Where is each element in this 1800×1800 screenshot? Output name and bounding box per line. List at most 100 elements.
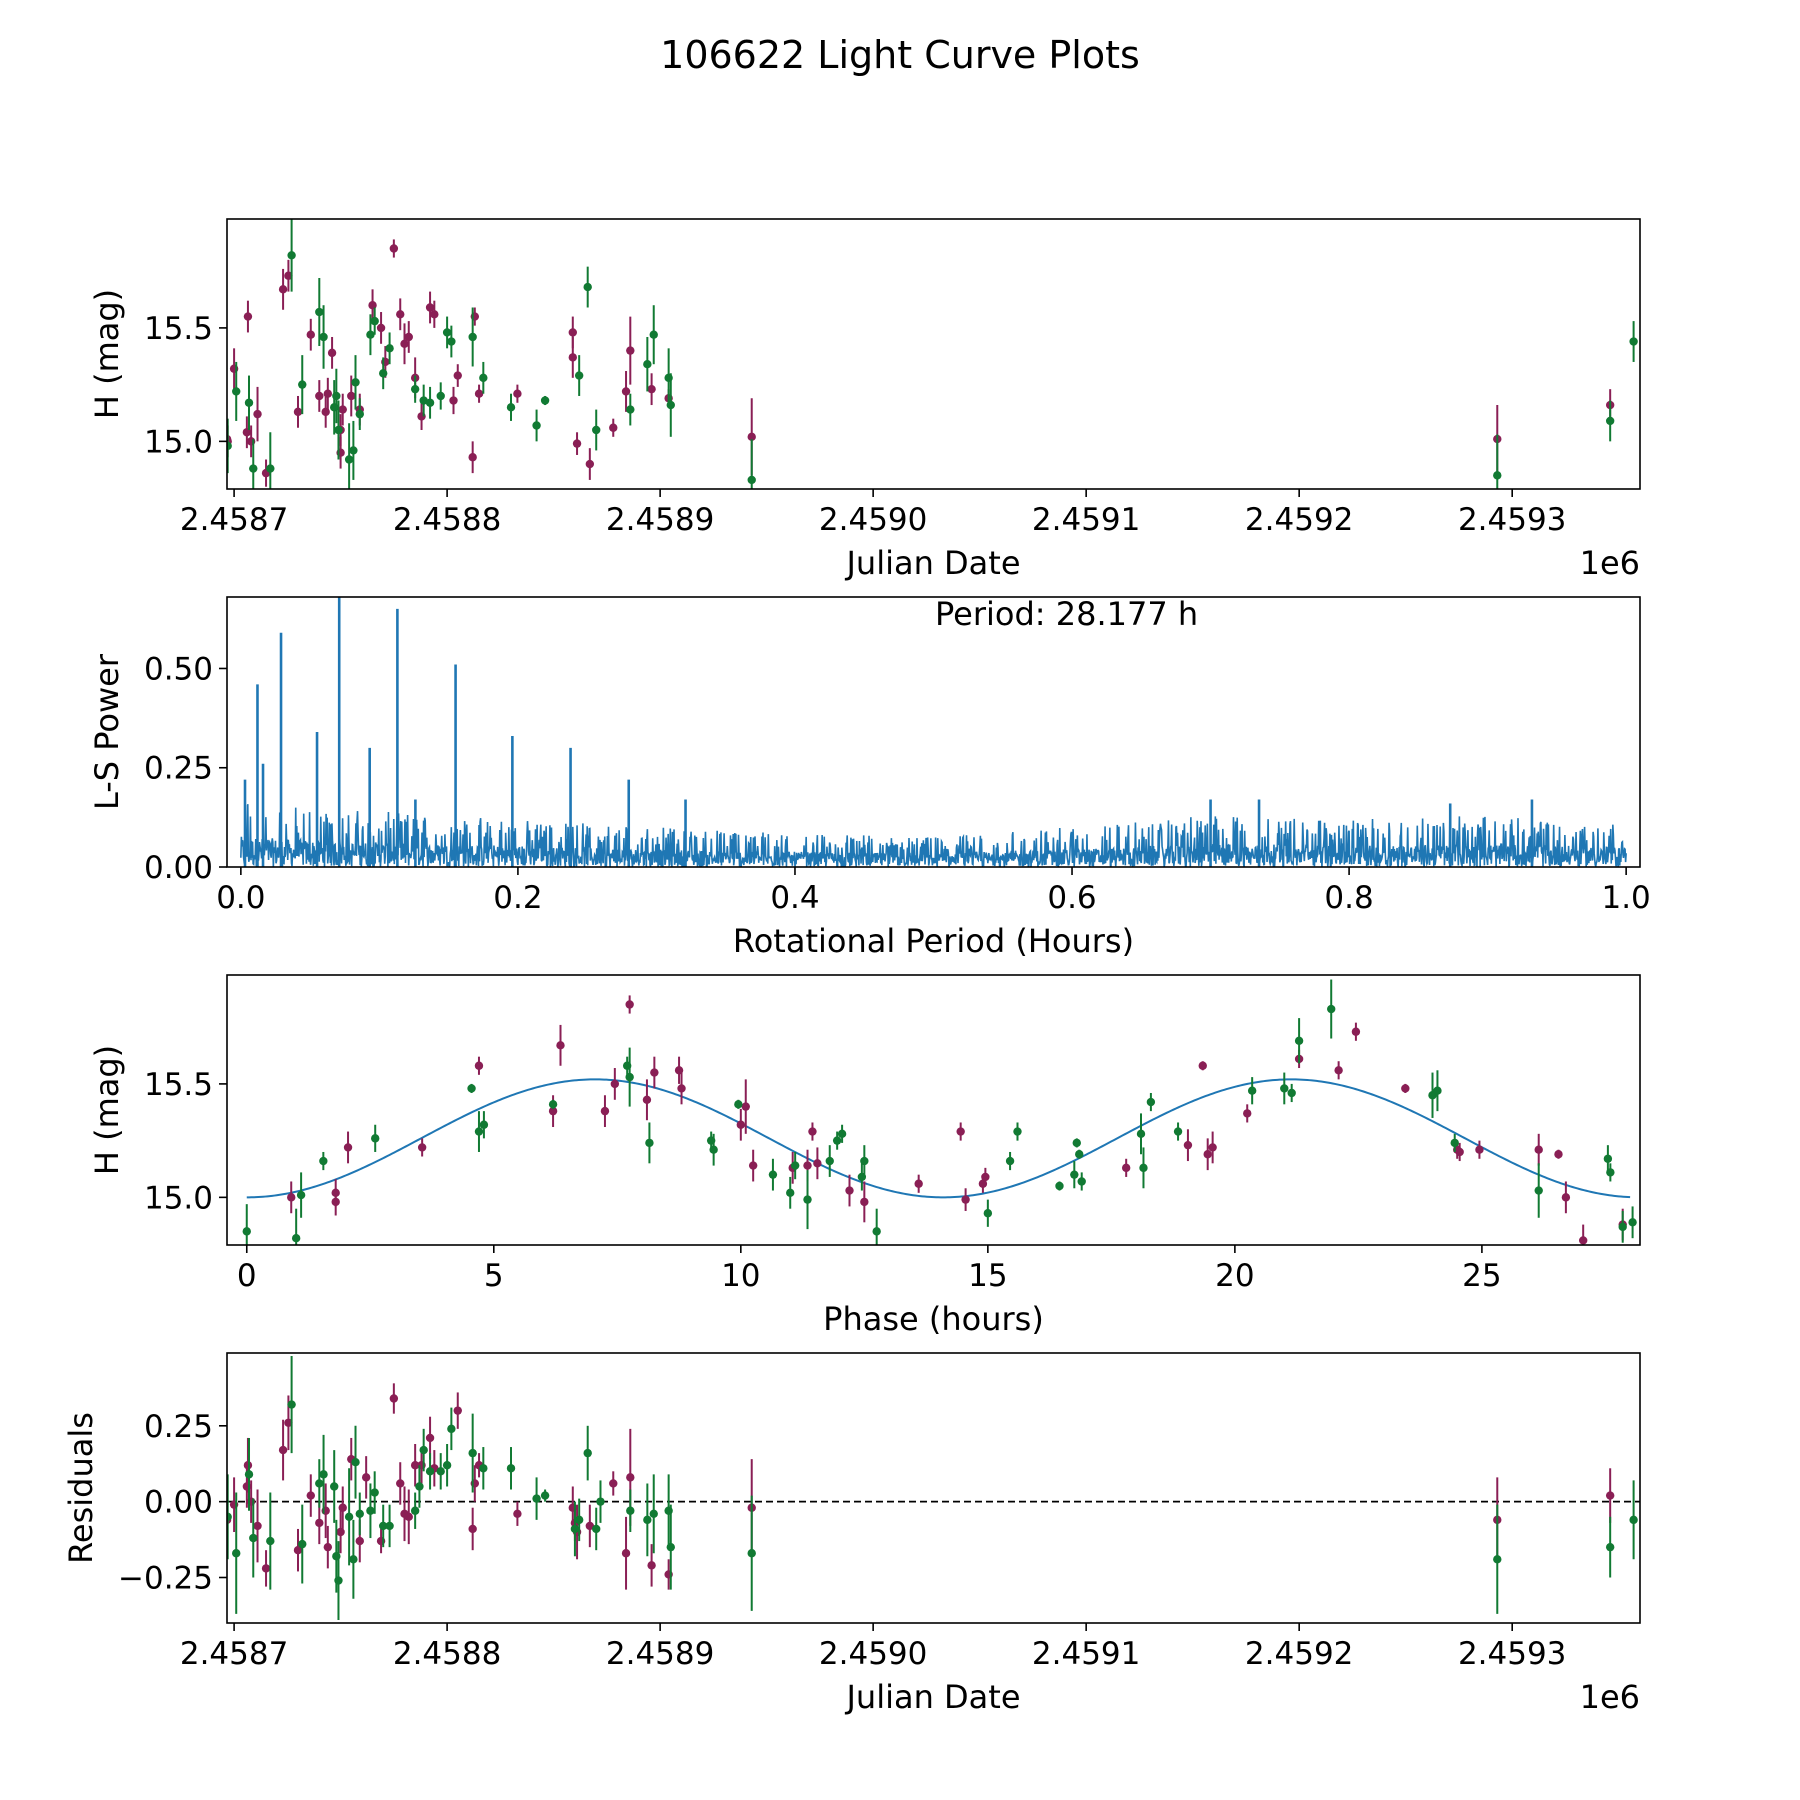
phased-light-curve-axes-frame [226,974,1641,1246]
green-data-point [319,332,328,342]
y-axis-label: H (mag) [88,1045,126,1175]
green-data-point [1605,416,1615,426]
magenta-data-point [1455,1147,1464,1157]
magenta-data-point [1198,1061,1207,1070]
magenta-data-point [741,1102,750,1111]
light-curve-axes-frame [226,218,1641,490]
magenta-data-point [610,1079,620,1089]
green-data-point [266,464,275,473]
green-data-point [1077,1177,1086,1186]
green-data-point [1075,1150,1084,1159]
magenta-data-point [331,1188,340,1198]
green-data-point [1629,337,1638,346]
y-tick-label: 0.00 [144,850,213,886]
green-data-point [415,1482,424,1491]
magenta-data-point [468,453,477,462]
x-tick-label: 2.4588 [393,502,501,538]
x-tick-label: 15 [968,1258,1007,1294]
green-data-point [385,1521,394,1531]
x-tick-label: 2.4589 [606,502,714,538]
green-data-point [1493,1555,1502,1564]
magenta-data-point [468,1524,477,1534]
green-data-point [425,1467,435,1476]
x-tick-label: 20 [1215,1258,1254,1294]
green-data-point [232,387,241,396]
green-data-point [532,1494,541,1503]
green-data-point [837,1129,847,1139]
y-tick-label: 15.5 [144,1067,213,1103]
magenta-data-point [389,1394,399,1403]
magenta-data-point [1203,1150,1212,1159]
green-data-point [447,1424,456,1434]
magenta-data-point [1401,1084,1410,1093]
green-data-point [532,421,541,430]
green-data-point [227,1512,232,1522]
magenta-data-point [323,1542,333,1552]
magenta-data-point [1334,1066,1343,1075]
green-data-point [1629,1515,1638,1525]
green-data-point [379,1521,388,1531]
residuals-panel: 2.4587 2.4588 2.4589 2.4590 2.4591 2.4592 2.45… [62,1352,1641,1716]
green-data-point [626,1506,635,1515]
green-data-point [596,1497,605,1506]
periodogram-panel: Period: 28.177 h 0.0 0.2 0.4 0.6 0.8 1.0 0.00 0.… [88,595,1651,960]
green-data-point [1055,1181,1064,1191]
green-data-point [479,1464,488,1473]
green-data-point [1618,1222,1627,1232]
green-data-point [355,409,364,419]
residuals-axes-frame [226,1352,1641,1624]
x-tick-label: 2.4590 [819,502,927,538]
green-data-point [419,396,428,405]
magenta-data-point [243,312,253,321]
magenta-data-point [1578,1236,1588,1245]
magenta-data-point [389,244,399,253]
green-data-point [583,1448,592,1458]
green-data-point [351,1458,360,1467]
magenta-data-point [747,432,756,442]
green-data-point [1287,1088,1296,1098]
green-data-point [1327,1004,1336,1014]
magenta-data-point [343,1143,353,1152]
magenta-data-point [1475,1145,1484,1154]
y-tick-label: 15.0 [144,424,213,460]
magenta-data-point [1208,1143,1217,1152]
green-data-point [385,344,394,353]
magenta-data-point [321,407,330,417]
green-data-point [747,475,756,485]
green-data-point [249,1533,258,1543]
magenta-data-point [650,1068,659,1077]
green-data-point [1606,1168,1615,1177]
magenta-data-point [647,1561,656,1570]
magenta-data-point [425,1433,435,1443]
green-data-point [436,1467,445,1476]
magenta-data-point [548,1106,558,1116]
y-tick-label: 0.00 [144,1485,213,1521]
x-tick-label: 2.4587 [180,502,288,538]
magenta-data-point [242,428,252,437]
green-data-point [351,378,360,387]
green-data-point [570,1524,580,1534]
green-data-point [266,1536,275,1546]
magenta-data-point [961,1195,970,1204]
magenta-data-point [808,1127,817,1136]
green-data-point [1628,1218,1637,1227]
green-data-point [366,330,375,339]
green-data-point [1450,1138,1459,1148]
green-data-point [734,1100,743,1109]
green-data-point [540,1491,550,1500]
y-axis-label: L-S Power [88,653,126,810]
magenta-data-point [253,1521,262,1531]
magenta-data-point [396,310,405,319]
magenta-data-point [315,1518,324,1528]
y-tick-label: 0.25 [144,751,213,787]
magenta-data-point [572,439,582,448]
magenta-data-point [568,353,577,362]
green-data-point [442,1461,452,1470]
green-data-point [244,1470,254,1479]
magenta-data-point [453,1406,462,1415]
magenta-data-point [278,1445,288,1455]
magenta-data-point [355,1536,364,1546]
magenta-data-point [306,330,315,339]
magenta-data-point [1351,1027,1361,1036]
